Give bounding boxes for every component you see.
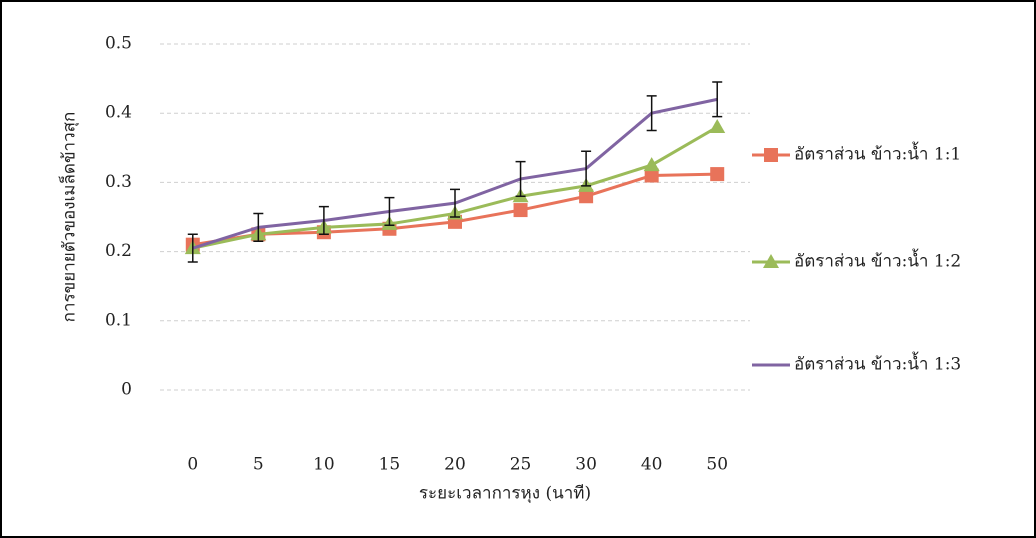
y-tick-label: 0.4 [105,103,132,123]
x-tick-label: 15 [379,455,401,475]
error-bar [450,188,460,218]
x-tick-label: 20 [444,455,466,475]
y-tick-label: 0.1 [105,310,132,330]
legend-label: อัตราส่วน ข้าว:น้ำ 1:3 [794,352,961,375]
x-tick-label: 5 [253,455,264,475]
error-bar [581,150,592,187]
error-bar [712,81,723,118]
legend-label: อัตราส่วน ข้าว:น้ำ 1:2 [794,249,961,272]
error-bar [187,233,198,263]
marker [709,119,726,134]
error-bar [384,196,395,227]
marker [513,203,528,218]
x-tick-label: 25 [510,455,532,475]
x-tick-label: 30 [575,455,597,475]
x-tick-label: 50 [706,455,728,475]
x-tick-label: 40 [641,455,663,475]
legend-label: อัตราส่วน ข้าว:น้ำ 1:1 [794,142,961,165]
x-tick-label: 10 [313,455,335,475]
legend-marker [764,148,778,162]
error-bar [646,95,657,132]
y-tick-label: 0.5 [105,34,132,54]
x-tick-label: 0 [187,455,198,475]
y-axis-label: การขยายตัวของเมล็ดข้าวสุก [58,112,80,323]
y-tick-label: 0 [121,380,132,400]
marker [710,167,725,182]
marker [643,157,660,172]
marker [644,168,659,183]
y-tick-label: 0.2 [105,241,132,261]
y-tick-label: 0.3 [105,172,132,192]
marker [579,189,594,204]
x-axis-label: ระยะเวลาการหุง (นาที) [419,484,591,504]
legend-marker [763,254,779,268]
error-bar [515,160,526,197]
error-bar [318,205,329,236]
error-bar [253,212,264,242]
